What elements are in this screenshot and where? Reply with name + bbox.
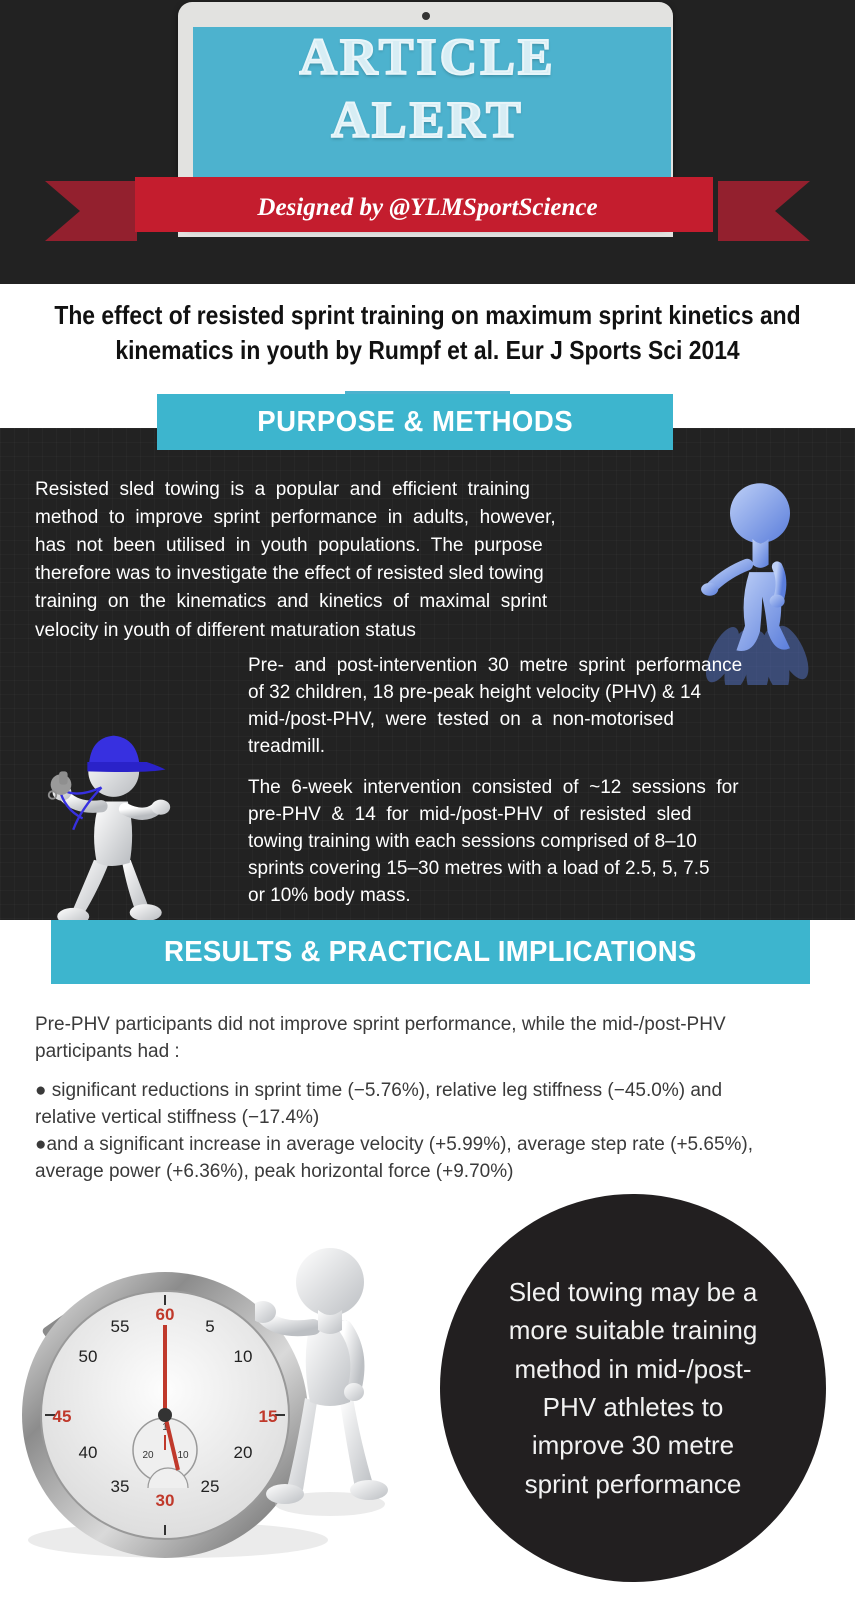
svg-text:25: 25: [201, 1477, 220, 1496]
svg-text:50: 50: [79, 1347, 98, 1366]
svg-text:55: 55: [111, 1317, 130, 1336]
svg-text:35: 35: [111, 1477, 130, 1496]
svg-text:10: 10: [177, 1450, 189, 1461]
svg-text:20: 20: [234, 1443, 253, 1462]
svg-text:60: 60: [156, 1305, 175, 1324]
svg-text:5: 5: [205, 1317, 214, 1336]
svg-text:20: 20: [142, 1450, 154, 1461]
svg-text:45: 45: [53, 1407, 72, 1426]
svg-text:40: 40: [79, 1443, 98, 1462]
svg-text:10: 10: [234, 1347, 253, 1366]
svg-text:30: 30: [156, 1491, 175, 1510]
